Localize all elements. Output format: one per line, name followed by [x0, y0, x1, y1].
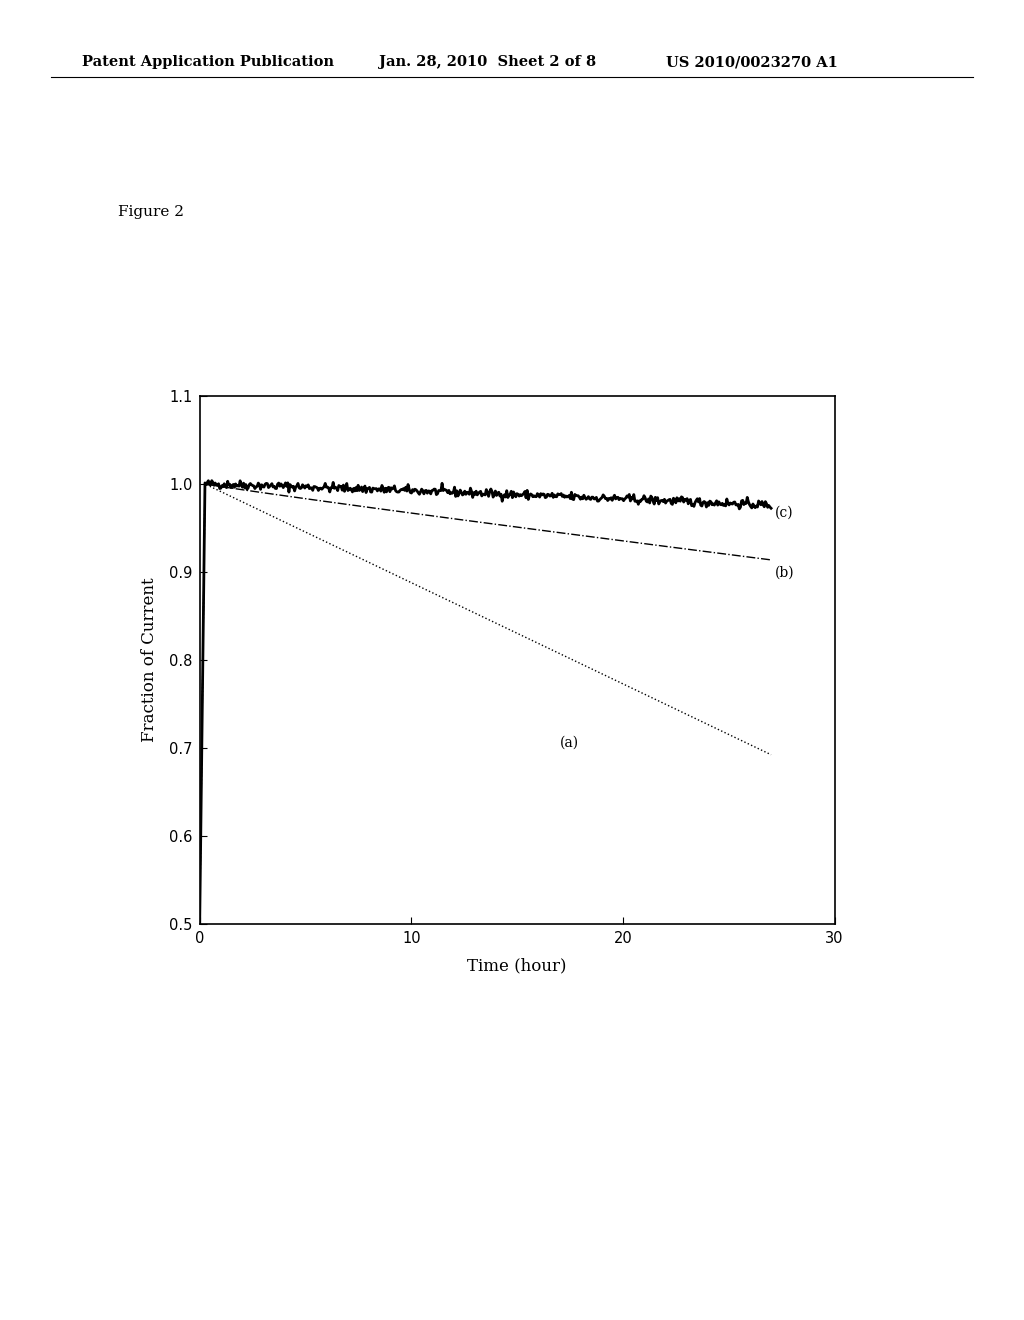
- Text: Jan. 28, 2010  Sheet 2 of 8: Jan. 28, 2010 Sheet 2 of 8: [379, 55, 596, 70]
- Text: (b): (b): [775, 565, 795, 579]
- Text: US 2010/0023270 A1: US 2010/0023270 A1: [666, 55, 838, 70]
- Text: (a): (a): [559, 735, 579, 750]
- Text: Figure 2: Figure 2: [118, 205, 183, 219]
- Text: Patent Application Publication: Patent Application Publication: [82, 55, 334, 70]
- Text: (c): (c): [775, 506, 794, 520]
- Y-axis label: Fraction of Current: Fraction of Current: [141, 578, 158, 742]
- X-axis label: Time (hour): Time (hour): [467, 957, 567, 974]
